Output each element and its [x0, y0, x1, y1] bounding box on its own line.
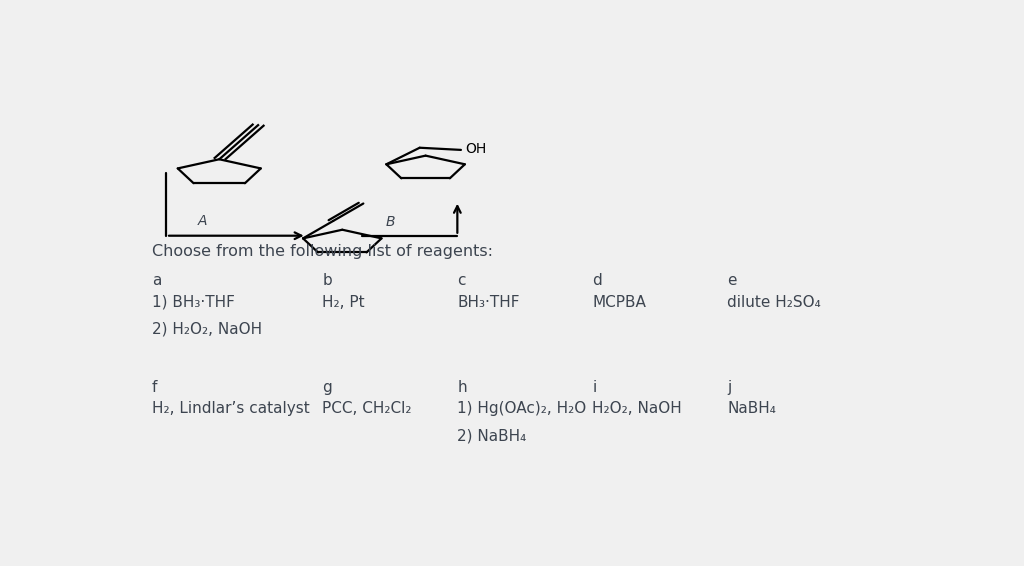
Text: f: f [152, 380, 157, 395]
Text: 2) H₂O₂, NaOH: 2) H₂O₂, NaOH [152, 321, 262, 337]
Text: 1) Hg(OAc)₂, H₂O: 1) Hg(OAc)₂, H₂O [458, 401, 587, 417]
Text: PCC, CH₂Cl₂: PCC, CH₂Cl₂ [323, 401, 412, 417]
Text: BH₃·THF: BH₃·THF [458, 294, 520, 310]
Text: 1) BH₃·THF: 1) BH₃·THF [152, 294, 234, 310]
Text: h: h [458, 380, 467, 395]
Text: i: i [592, 380, 597, 395]
Text: a: a [152, 273, 161, 288]
Text: A: A [198, 214, 207, 228]
Text: H₂, Pt: H₂, Pt [323, 294, 366, 310]
Text: dilute H₂SO₄: dilute H₂SO₄ [727, 294, 821, 310]
Text: c: c [458, 273, 466, 288]
Text: 2) NaBH₄: 2) NaBH₄ [458, 428, 526, 443]
Text: d: d [592, 273, 602, 288]
Text: H₂O₂, NaOH: H₂O₂, NaOH [592, 401, 682, 417]
Text: H₂, Lindlar’s catalyst: H₂, Lindlar’s catalyst [152, 401, 309, 417]
Text: Choose from the following list of reagents:: Choose from the following list of reagen… [152, 245, 493, 259]
Text: OH: OH [465, 142, 486, 156]
Text: NaBH₄: NaBH₄ [727, 401, 776, 417]
Text: MCPBA: MCPBA [592, 294, 646, 310]
Text: e: e [727, 273, 736, 288]
Text: j: j [727, 380, 731, 395]
Text: B: B [386, 215, 395, 229]
Text: g: g [323, 380, 332, 395]
Text: b: b [323, 273, 332, 288]
